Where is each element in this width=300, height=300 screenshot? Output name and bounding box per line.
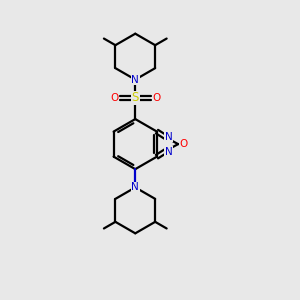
Text: N: N (131, 75, 139, 85)
Text: N: N (165, 132, 172, 142)
Text: N: N (165, 147, 172, 157)
Text: O: O (110, 93, 118, 103)
Text: O: O (152, 93, 160, 103)
Text: S: S (132, 92, 139, 104)
Text: O: O (179, 139, 188, 149)
Text: N: N (131, 182, 139, 192)
